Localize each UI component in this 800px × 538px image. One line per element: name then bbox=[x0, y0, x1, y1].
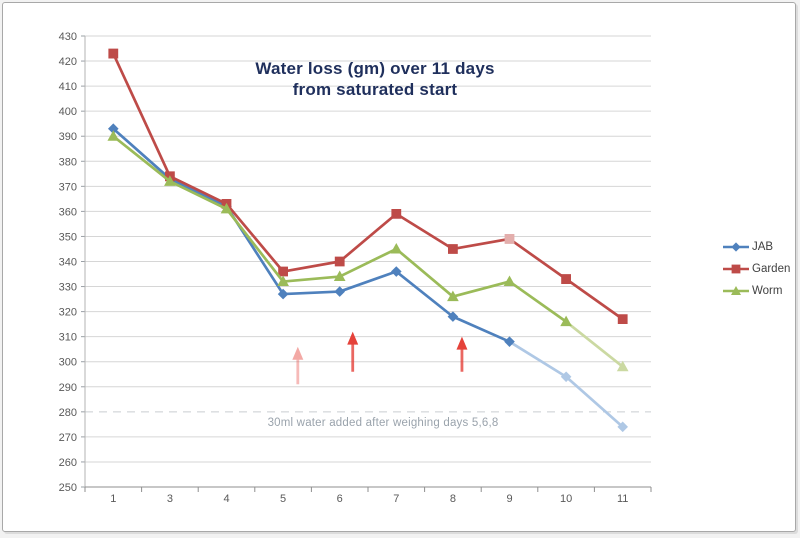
svg-text:290: 290 bbox=[59, 382, 77, 394]
svg-text:11: 11 bbox=[617, 493, 628, 505]
svg-text:410: 410 bbox=[59, 81, 77, 93]
svg-text:10: 10 bbox=[560, 493, 572, 505]
svg-text:8: 8 bbox=[450, 493, 456, 505]
legend-item-worm: Worm bbox=[722, 280, 790, 302]
chart-card-background bbox=[2, 2, 796, 532]
chart-title-line1: Water loss (gm) over 11 days bbox=[255, 59, 495, 78]
svg-text:1: 1 bbox=[110, 493, 116, 505]
svg-text:400: 400 bbox=[59, 106, 77, 118]
svg-text:320: 320 bbox=[59, 307, 77, 319]
svg-text:270: 270 bbox=[59, 432, 77, 444]
chart-legend: JAB Garden Worm bbox=[722, 236, 790, 302]
svg-text:430: 430 bbox=[59, 31, 77, 43]
legend-item-jab: JAB bbox=[722, 236, 790, 258]
svg-text:330: 330 bbox=[59, 282, 77, 294]
chart-annotation: 30ml water added after weighing days 5,6… bbox=[267, 417, 499, 429]
svg-text:4: 4 bbox=[223, 493, 229, 505]
svg-text:7: 7 bbox=[393, 493, 399, 505]
svg-text:420: 420 bbox=[59, 56, 77, 68]
svg-text:310: 310 bbox=[59, 332, 77, 344]
legend-line-square-icon bbox=[723, 264, 749, 274]
legend-line-diamond-icon bbox=[723, 242, 749, 252]
svg-text:9: 9 bbox=[506, 493, 512, 505]
svg-text:300: 300 bbox=[59, 357, 77, 369]
legend-label: Worm bbox=[752, 285, 783, 297]
svg-text:370: 370 bbox=[59, 181, 77, 193]
svg-text:350: 350 bbox=[59, 231, 77, 243]
svg-text:6: 6 bbox=[337, 493, 343, 505]
svg-text:280: 280 bbox=[59, 407, 77, 419]
svg-text:390: 390 bbox=[59, 131, 77, 143]
svg-text:260: 260 bbox=[59, 457, 77, 469]
chart-title-line2: from saturated start bbox=[292, 80, 458, 99]
legend-item-garden: Garden bbox=[722, 258, 790, 280]
svg-text:340: 340 bbox=[59, 257, 77, 269]
legend-label: Garden bbox=[752, 263, 791, 275]
svg-text:250: 250 bbox=[59, 482, 77, 494]
svg-text:5: 5 bbox=[280, 493, 286, 505]
legend-line-triangle-icon bbox=[723, 286, 749, 295]
legend-label: JAB bbox=[752, 241, 774, 253]
svg-text:3: 3 bbox=[167, 493, 173, 505]
svg-text:360: 360 bbox=[59, 206, 77, 218]
chart-title: Water loss (gm) over 11 days from satura… bbox=[150, 58, 600, 100]
svg-text:380: 380 bbox=[59, 156, 77, 168]
